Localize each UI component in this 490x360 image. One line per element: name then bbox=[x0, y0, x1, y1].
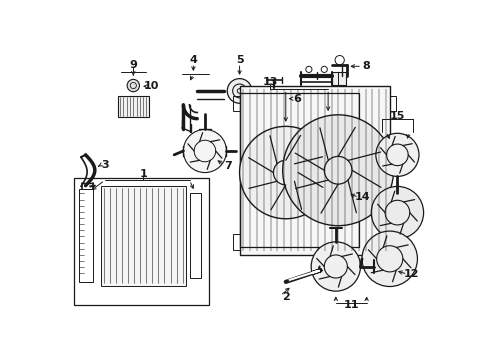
Bar bbox=[233, 95, 240, 111]
Text: 11: 11 bbox=[343, 300, 359, 310]
Circle shape bbox=[371, 186, 423, 239]
Bar bbox=[390, 234, 396, 249]
Circle shape bbox=[283, 115, 393, 226]
Circle shape bbox=[311, 242, 361, 291]
Bar bbox=[240, 86, 390, 255]
Text: 12: 12 bbox=[404, 269, 419, 279]
Bar bbox=[240, 93, 359, 247]
Circle shape bbox=[240, 126, 332, 219]
Text: 7: 7 bbox=[224, 161, 232, 171]
Text: 5: 5 bbox=[236, 55, 244, 65]
Circle shape bbox=[227, 78, 252, 103]
Circle shape bbox=[362, 231, 417, 287]
Text: 8: 8 bbox=[363, 61, 370, 71]
Text: 2: 2 bbox=[282, 292, 290, 302]
Circle shape bbox=[183, 130, 226, 172]
Text: 9: 9 bbox=[129, 60, 137, 70]
Text: 10: 10 bbox=[144, 81, 159, 91]
Bar bbox=[118, 95, 149, 117]
Bar bbox=[101, 186, 186, 286]
Text: 15: 15 bbox=[390, 111, 405, 121]
Bar bbox=[190, 193, 201, 278]
Bar bbox=[332, 72, 346, 85]
Text: 14: 14 bbox=[355, 192, 370, 202]
Circle shape bbox=[376, 133, 419, 176]
Text: 4: 4 bbox=[190, 55, 197, 65]
Bar bbox=[74, 178, 209, 305]
Circle shape bbox=[127, 80, 140, 92]
Bar bbox=[390, 95, 396, 111]
Text: 3: 3 bbox=[101, 160, 109, 170]
Bar bbox=[233, 234, 240, 249]
Text: 6: 6 bbox=[294, 94, 301, 104]
Bar bbox=[79, 189, 93, 282]
Text: 13: 13 bbox=[263, 77, 278, 87]
Circle shape bbox=[264, 88, 285, 109]
Text: 1: 1 bbox=[140, 169, 147, 179]
